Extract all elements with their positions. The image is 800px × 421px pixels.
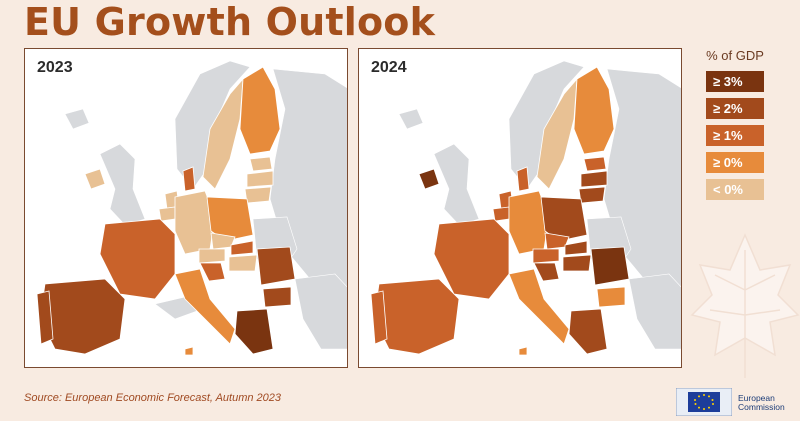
map-panel-2024: 2024 xyxy=(358,48,682,368)
iceland xyxy=(398,108,424,130)
map-year-label: 2023 xyxy=(37,59,73,76)
hungary xyxy=(562,254,592,272)
denmark xyxy=(516,166,530,192)
legend-item: ≥ 2% xyxy=(706,98,764,119)
finland xyxy=(573,66,615,155)
eu-flag-icon xyxy=(675,387,733,417)
austria xyxy=(532,248,560,264)
map-panel-2023: 2023 xyxy=(24,48,348,368)
turkey xyxy=(294,273,347,350)
legend: % of GDP ≥ 3% ≥ 2% ≥ 1% ≥ 0% < 0% xyxy=(700,48,770,206)
source-note: Source: European Economic Forecast, Autu… xyxy=(24,392,282,404)
france xyxy=(433,218,510,300)
great-britain xyxy=(99,143,146,226)
slovakia xyxy=(564,240,588,256)
spain xyxy=(373,278,460,355)
ireland xyxy=(418,168,440,190)
european-commission-logo xyxy=(675,387,786,417)
italy xyxy=(174,268,236,345)
ireland xyxy=(84,168,106,190)
great-britain xyxy=(433,143,480,226)
poland xyxy=(206,196,254,242)
portugal xyxy=(36,290,54,345)
legend-title: % of GDP xyxy=(706,48,764,63)
bulgaria xyxy=(262,286,292,308)
romania xyxy=(256,246,296,286)
spain xyxy=(39,278,126,355)
france xyxy=(99,218,176,300)
european-commission-label: European Commission xyxy=(738,394,785,412)
sweden xyxy=(536,77,578,190)
bulgaria xyxy=(596,286,626,308)
italy xyxy=(508,268,570,345)
estonia xyxy=(249,156,273,172)
slovakia xyxy=(230,240,254,256)
leaf-decoration-icon xyxy=(690,233,800,378)
malta xyxy=(184,346,194,356)
legend-item: ≥ 1% xyxy=(706,125,764,146)
lithuania xyxy=(244,186,272,204)
logo-line-1: European xyxy=(738,393,775,403)
greece xyxy=(568,308,608,355)
belgium xyxy=(492,206,510,222)
austria xyxy=(198,248,226,264)
poland xyxy=(540,196,588,242)
slovenia-croatia xyxy=(533,262,560,282)
latvia xyxy=(246,170,274,188)
legend-items: ≥ 3% ≥ 2% ≥ 1% ≥ 0% < 0% xyxy=(700,71,770,200)
romania xyxy=(590,246,630,286)
estonia xyxy=(583,156,607,172)
europe-map-2024 xyxy=(370,60,681,356)
slovenia-croatia xyxy=(199,262,226,282)
iceland xyxy=(64,108,90,130)
belgium xyxy=(158,206,176,222)
denmark xyxy=(182,166,196,192)
legend-item: ≥ 0% xyxy=(706,152,764,173)
legend-item: ≥ 3% xyxy=(706,71,764,92)
legend-item: < 0% xyxy=(706,179,764,200)
portugal xyxy=(370,290,388,345)
malta xyxy=(518,346,528,356)
latvia xyxy=(580,170,608,188)
europe-map-2023 xyxy=(36,60,347,356)
turkey xyxy=(628,273,681,350)
greece xyxy=(234,308,274,355)
lithuania xyxy=(578,186,606,204)
logo-line-2: Commission xyxy=(738,402,785,412)
eu-countries-2024 xyxy=(370,66,630,356)
finland xyxy=(239,66,281,155)
page-title: EU Growth Outlook xyxy=(24,0,436,44)
hungary xyxy=(228,254,258,272)
map-year-label: 2024 xyxy=(371,59,407,76)
sweden xyxy=(202,77,244,190)
eu-countries-2023 xyxy=(36,66,296,356)
